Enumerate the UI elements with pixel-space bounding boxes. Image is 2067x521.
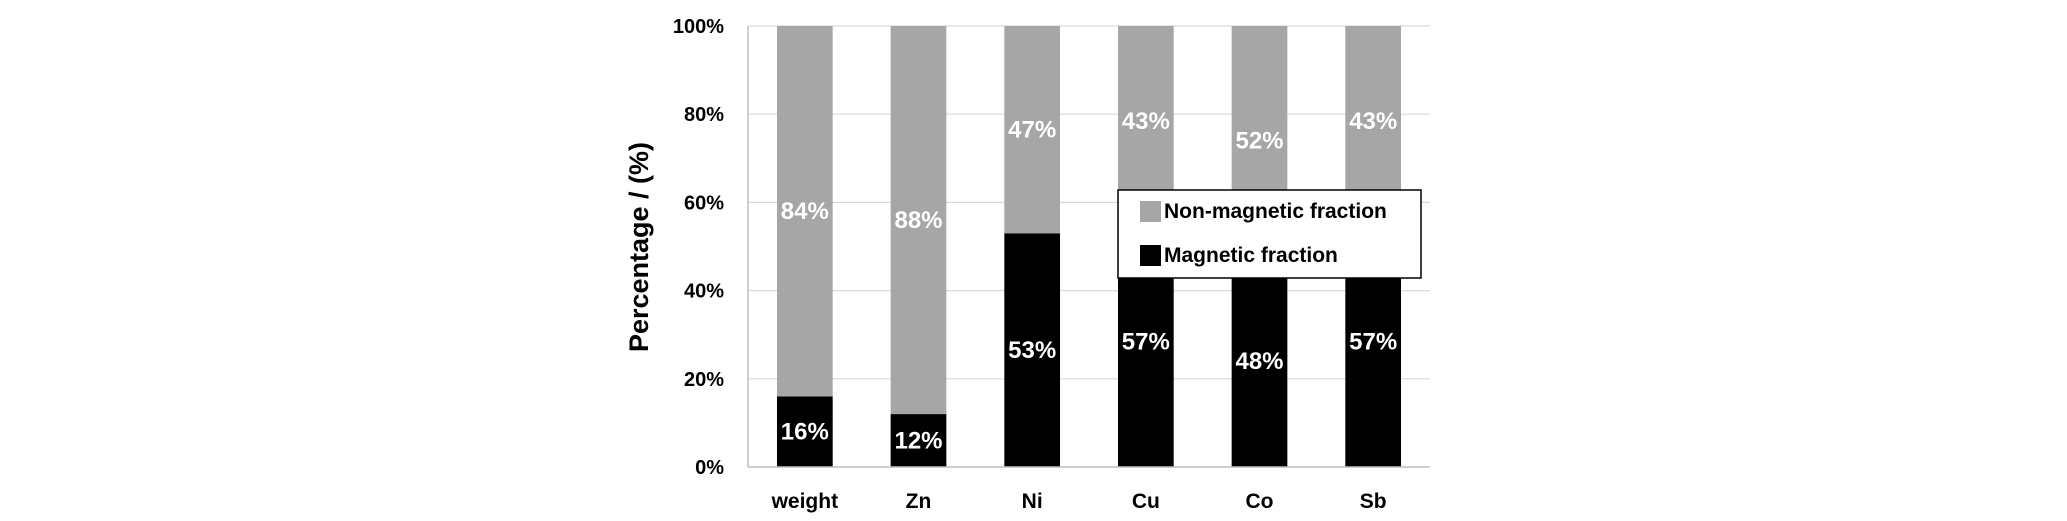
legend-box	[1117, 189, 1422, 279]
data-label-magnetic: 57%	[1122, 328, 1170, 355]
bars	[776, 26, 1402, 467]
x-tick-label: weight	[771, 490, 839, 513]
y-tick-label: 80%	[684, 104, 724, 126]
y-tick-label: 100%	[673, 16, 724, 38]
data-label-magnetic: 53%	[1008, 337, 1056, 364]
data-label-magnetic: 12%	[894, 428, 942, 455]
y-axis-title: Percentage / (%)	[624, 142, 654, 352]
data-label-non-magnetic: 52%	[1235, 128, 1283, 155]
bar-non-magnetic	[890, 26, 947, 415]
y-tick-label: 60%	[684, 192, 724, 214]
bar-non-magnetic	[1004, 26, 1061, 234]
data-label-magnetic: 57%	[1349, 328, 1397, 355]
x-tick-label: Sb	[1360, 490, 1387, 513]
bar-non-magnetic	[1345, 26, 1402, 216]
x-tick-label: Zn	[906, 490, 932, 513]
x-tick-label: Cu	[1132, 490, 1160, 513]
bar-magnetic	[1004, 233, 1061, 467]
bar-non-magnetic	[1117, 26, 1174, 216]
data-label-non-magnetic: 43%	[1122, 108, 1170, 135]
data-label-non-magnetic: 43%	[1349, 108, 1397, 135]
bar-non-magnetic	[776, 26, 833, 397]
bar-magnetic	[890, 414, 947, 467]
x-tick-label: Ni	[1022, 490, 1043, 513]
legend: Non-magnetic fraction Magnetic fraction	[1117, 189, 1422, 279]
legend-swatch-non-magnetic	[1140, 201, 1161, 222]
legend-swatch-magnetic	[1140, 245, 1161, 266]
legend-label-magnetic: Magnetic fraction	[1164, 244, 1338, 267]
data-label-non-magnetic: 88%	[894, 207, 942, 234]
y-tick-label: 0%	[695, 457, 724, 479]
x-tick-label: Co	[1246, 490, 1274, 513]
y-tick-label: 20%	[684, 369, 724, 391]
bar-magnetic	[776, 396, 833, 467]
axes: 0% 20% 40% 60% 80% 100% weight Zn Ni Cu Co Sb	[673, 16, 1430, 513]
data-label-non-magnetic: 47%	[1008, 117, 1056, 144]
data-labels: 16% 84% 12% 88% 53% 47% 57% 43% 48% 52% 57% 43%	[781, 108, 1397, 455]
y-tick-label: 40%	[684, 281, 724, 303]
data-label-magnetic: 48%	[1235, 348, 1283, 375]
legend-label-non-magnetic: Non-magnetic fraction	[1164, 200, 1387, 223]
gridlines	[748, 25, 1430, 380]
data-label-non-magnetic: 84%	[781, 198, 829, 225]
data-label-magnetic: 16%	[781, 419, 829, 446]
bar-magnetic	[1231, 255, 1288, 467]
